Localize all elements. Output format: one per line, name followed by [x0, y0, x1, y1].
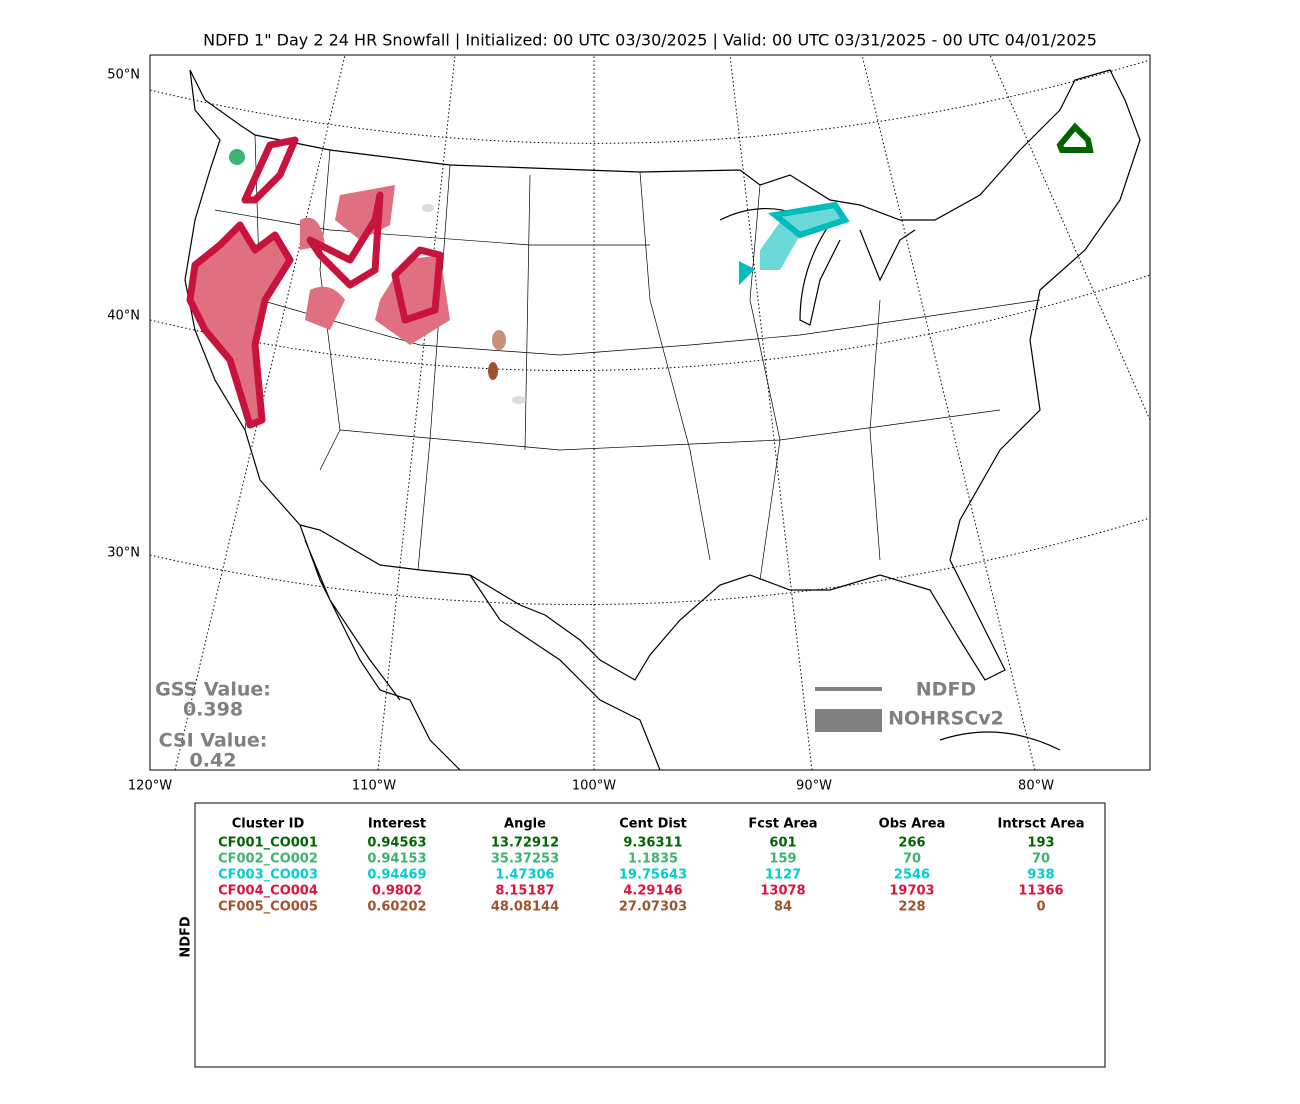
table-side-label: NDFD	[179, 916, 194, 958]
table-cell: CF002_CO002	[218, 852, 318, 867]
csi-value: 0.42	[190, 750, 237, 772]
title: NDFD 1" Day 2 24 HR Snowfall | Initializ…	[203, 31, 1097, 50]
lat-label: 30°N	[107, 546, 140, 561]
table-header: Interest	[368, 817, 426, 832]
table-cell: 228	[898, 900, 925, 915]
table-cell: CF004_CO004	[218, 884, 318, 899]
table-cell: 159	[769, 852, 796, 867]
csi-label: CSI Value:	[159, 730, 268, 752]
table-cell: 4.29146	[623, 884, 682, 899]
table-cell: 48.08144	[491, 900, 559, 915]
table-cell: 35.37253	[491, 852, 559, 867]
table-header: Cent Dist	[619, 817, 687, 832]
lat-label: 50°N	[107, 68, 140, 83]
table-cell: 1127	[765, 868, 801, 883]
table-cell: 0.94563	[367, 836, 426, 851]
table-cell: 9.36311	[623, 836, 682, 851]
table-cell: 0	[1036, 900, 1045, 915]
table-cell: 601	[769, 836, 796, 851]
table-header: Cluster ID	[232, 817, 305, 832]
table-cell: 11366	[1018, 884, 1063, 899]
snow-areas	[186, 122, 1094, 429]
table-cell: CF003_CO003	[218, 868, 318, 883]
table-cell: 19.75643	[619, 868, 687, 883]
table-cell: CF001_CO001	[218, 836, 318, 851]
table-cell: 13078	[760, 884, 805, 899]
gss-value: 0.398	[183, 699, 243, 721]
gss-label: GSS Value:	[155, 679, 271, 701]
table-cell: 0.94153	[367, 852, 426, 867]
table-cell: 84	[774, 900, 792, 915]
lon-label: 80°W	[1018, 779, 1054, 794]
table-cell: 13.72912	[491, 836, 559, 851]
table-cell: 1.47306	[495, 868, 554, 883]
legend-area	[815, 709, 882, 732]
table-header: Angle	[504, 817, 546, 832]
legend-label: NOHRSCv2	[888, 708, 1004, 730]
table-cell: 2546	[894, 868, 930, 883]
lon-label: 110°W	[352, 779, 396, 794]
table-cell: CF005_CO005	[218, 900, 318, 915]
table-cell: 0.60202	[367, 900, 426, 915]
lat-label: 40°N	[107, 309, 140, 324]
table-header: Obs Area	[879, 817, 946, 832]
table-cell: 70	[1032, 852, 1050, 867]
table-cell: 1.1835	[628, 852, 678, 867]
lon-label: 100°W	[572, 779, 616, 794]
legend-label: NDFD	[916, 679, 976, 701]
table-cell: 70	[903, 852, 921, 867]
table-cell: 266	[898, 836, 925, 851]
table-header: Fcst Area	[748, 817, 817, 832]
table-cell: 0.94469	[367, 868, 426, 883]
table-cell: 8.15187	[495, 884, 554, 899]
table-header: Intrsct Area	[998, 817, 1085, 832]
lon-label: 120°W	[128, 779, 172, 794]
map	[149, 54, 1151, 771]
table-frame	[194, 802, 1106, 1068]
table-cell: 0.9802	[372, 884, 422, 899]
table: Cluster ID Interest Angle Cent Dist Fcst Are…	[218, 817, 1084, 915]
table-cell: 193	[1027, 836, 1054, 851]
table-cell: 27.07303	[619, 900, 687, 915]
lon-label: 90°W	[796, 779, 832, 794]
table-cell: 938	[1027, 868, 1054, 883]
table-cell: 19703	[889, 884, 934, 899]
